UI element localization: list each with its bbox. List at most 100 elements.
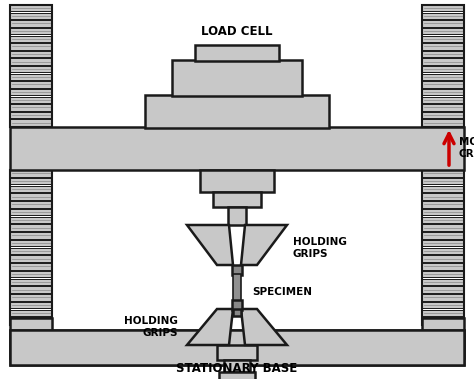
Bar xyxy=(422,104,464,111)
Text: MOVING
CROSSHEAD: MOVING CROSSHEAD xyxy=(459,137,474,159)
Bar xyxy=(422,310,464,316)
Bar xyxy=(10,247,52,254)
Bar xyxy=(422,5,464,11)
Bar xyxy=(10,224,52,231)
Bar xyxy=(10,5,52,11)
Bar xyxy=(422,255,464,262)
Bar xyxy=(10,58,52,65)
Bar xyxy=(10,36,52,42)
Bar xyxy=(422,247,464,254)
Bar xyxy=(10,170,52,177)
Bar xyxy=(10,279,52,285)
Bar xyxy=(10,28,52,34)
Bar xyxy=(10,255,52,262)
Bar xyxy=(233,309,241,316)
Bar xyxy=(422,263,464,269)
Bar xyxy=(172,60,302,96)
Bar xyxy=(232,300,242,310)
Bar xyxy=(10,13,52,19)
Bar xyxy=(224,360,250,372)
Polygon shape xyxy=(187,309,233,345)
Bar xyxy=(195,45,279,61)
Polygon shape xyxy=(187,225,233,265)
Bar xyxy=(422,209,464,215)
Text: HOLDING
GRIPS: HOLDING GRIPS xyxy=(124,316,178,338)
Bar xyxy=(10,302,52,309)
Bar xyxy=(422,13,464,19)
Bar xyxy=(10,263,52,269)
Polygon shape xyxy=(241,225,287,265)
Bar xyxy=(10,216,52,223)
Bar xyxy=(10,232,52,239)
Bar xyxy=(422,232,464,239)
Bar xyxy=(10,178,52,184)
Bar xyxy=(422,185,464,192)
Bar xyxy=(422,51,464,57)
Bar xyxy=(10,209,52,215)
Bar xyxy=(10,310,52,316)
Bar xyxy=(422,20,464,27)
Bar xyxy=(10,119,52,126)
Bar xyxy=(10,20,52,27)
Bar xyxy=(422,5,464,127)
Bar xyxy=(145,95,329,128)
Bar xyxy=(10,104,52,111)
Bar xyxy=(422,170,464,177)
Bar xyxy=(10,286,52,293)
Bar xyxy=(422,28,464,34)
Bar xyxy=(10,81,52,88)
Bar xyxy=(10,66,52,72)
Bar xyxy=(422,193,464,200)
Text: STATIONARY BASE: STATIONARY BASE xyxy=(176,362,298,376)
Bar xyxy=(422,170,464,325)
Bar xyxy=(217,345,257,360)
Bar xyxy=(10,127,464,170)
Bar xyxy=(10,318,52,358)
Bar xyxy=(10,74,52,80)
Bar xyxy=(422,81,464,88)
Bar xyxy=(422,286,464,293)
Bar xyxy=(213,192,261,207)
Bar xyxy=(10,294,52,301)
Bar xyxy=(232,265,242,275)
Bar xyxy=(10,89,52,96)
Text: SPECIMEN: SPECIMEN xyxy=(252,287,312,297)
Bar xyxy=(422,216,464,223)
Bar xyxy=(10,240,52,246)
Bar xyxy=(10,317,52,324)
Bar xyxy=(219,372,255,379)
Bar xyxy=(10,330,464,365)
Bar xyxy=(10,112,52,118)
Bar xyxy=(422,112,464,118)
Text: HOLDING
GRIPS: HOLDING GRIPS xyxy=(293,237,347,259)
Bar xyxy=(10,201,52,208)
Text: LOAD CELL: LOAD CELL xyxy=(201,25,273,38)
Polygon shape xyxy=(241,309,287,345)
Bar xyxy=(422,294,464,301)
Bar xyxy=(422,201,464,208)
Bar xyxy=(10,170,52,325)
Bar xyxy=(10,271,52,277)
Bar xyxy=(422,271,464,277)
Bar xyxy=(422,43,464,50)
Bar xyxy=(422,224,464,231)
Bar xyxy=(422,302,464,309)
Bar xyxy=(10,51,52,57)
Bar xyxy=(422,318,464,358)
Bar xyxy=(422,97,464,103)
Bar xyxy=(422,178,464,184)
Bar xyxy=(422,58,464,65)
Bar xyxy=(10,97,52,103)
Bar xyxy=(422,279,464,285)
Bar xyxy=(422,240,464,246)
Bar xyxy=(10,330,464,365)
Bar xyxy=(422,74,464,80)
Bar xyxy=(10,193,52,200)
Bar xyxy=(233,274,241,309)
Bar xyxy=(422,89,464,96)
Bar xyxy=(422,317,464,324)
Bar xyxy=(10,43,52,50)
Bar xyxy=(10,5,52,127)
Bar xyxy=(422,66,464,72)
Bar xyxy=(422,36,464,42)
